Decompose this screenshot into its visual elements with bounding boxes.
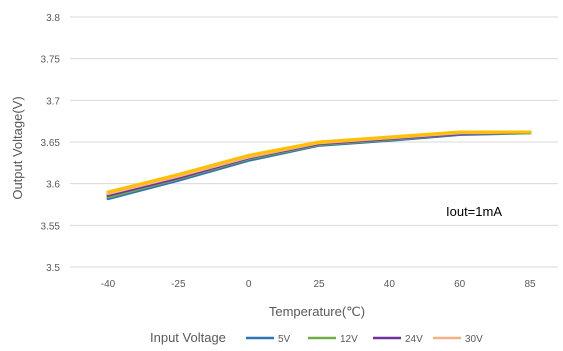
x-axis-title: Temperature(℃) [269, 304, 365, 319]
legend-label-30v: 30V [465, 334, 483, 345]
x-tick-label: 0 [246, 279, 252, 290]
x-tick-label: -25 [171, 279, 186, 290]
legend-label-12v: 12V [340, 334, 358, 345]
legend-label-5v: 5V [278, 334, 291, 345]
y-tick-label: 3.8 [46, 13, 60, 24]
y-tick-label: 3.5 [46, 263, 60, 274]
legend-items: 5V 12V 24V 30V [246, 334, 483, 345]
x-tick-label: 85 [524, 279, 536, 290]
legend-title: Input Voltage [150, 330, 226, 345]
series-line-4 [106, 130, 532, 194]
legend-label-24v: 24V [405, 334, 423, 345]
x-tick-label: 60 [454, 279, 466, 290]
y-tick-label: 3.6 [46, 180, 60, 191]
y-tick-label: 3.7 [46, 96, 60, 107]
x-tick-labels: -40 -25 0 25 40 60 85 [101, 279, 536, 290]
y-tick-labels: 3.5 3.55 3.6 3.65 3.7 3.75 3.8 [41, 13, 61, 274]
x-tick-label: 40 [384, 279, 396, 290]
legend: Input Voltage 5V 12V 24V 30V [150, 330, 483, 345]
y-tick-label: 3.55 [41, 221, 61, 232]
y-tick-label: 3.65 [41, 138, 61, 149]
y-axis-title: Output Voltage(V) [10, 96, 25, 199]
x-tick-label: -40 [101, 279, 116, 290]
series-layer [106, 130, 532, 201]
annotation-iout: Iout=1mA [446, 204, 502, 219]
y-tick-label: 3.75 [41, 55, 61, 66]
x-tick-label: 25 [313, 279, 325, 290]
